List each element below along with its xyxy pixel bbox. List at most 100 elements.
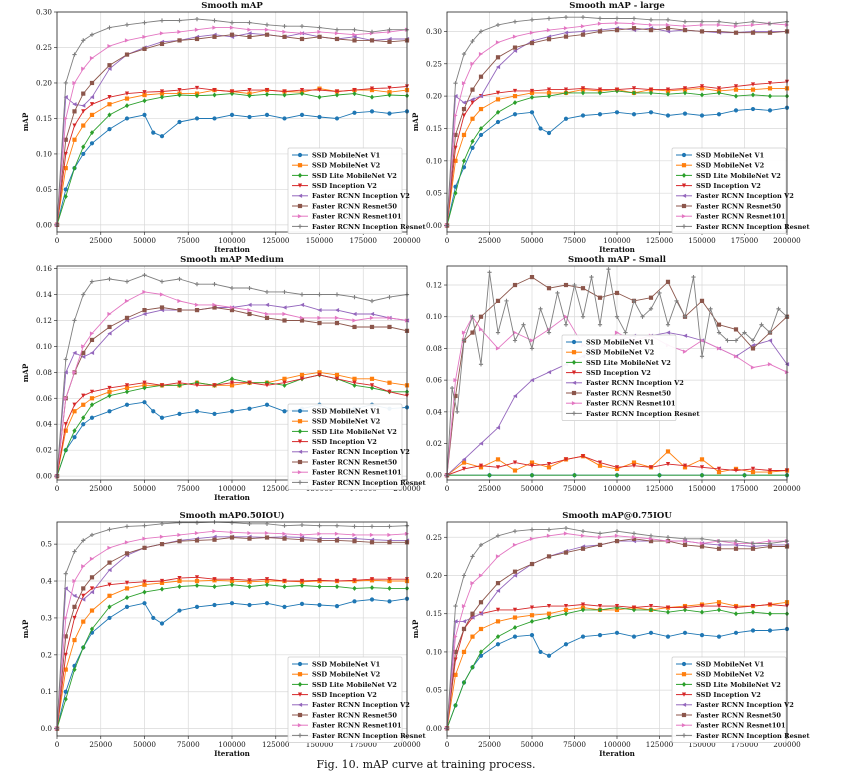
data-point <box>580 533 586 538</box>
y-tick-label: 0.04 <box>426 407 442 416</box>
data-point <box>124 604 130 609</box>
data-point <box>63 357 68 362</box>
legend-marker <box>681 152 687 158</box>
data-point <box>478 362 484 367</box>
data-point <box>750 466 756 472</box>
data-point <box>63 667 68 672</box>
data-point <box>733 468 739 473</box>
data-point <box>282 318 287 323</box>
x-tick-label: 50000 <box>133 740 156 749</box>
y-tick-label: 0.2 <box>41 650 52 659</box>
data-point <box>124 595 130 601</box>
data-point <box>733 630 739 635</box>
data-point <box>529 472 535 478</box>
legend-label: SSD MobileNet V1 <box>586 338 654 346</box>
data-point <box>529 88 535 94</box>
data-point <box>665 26 671 31</box>
data-point <box>512 88 518 94</box>
data-point <box>461 51 467 57</box>
data-point <box>461 330 467 335</box>
legend-label: SSD Lite MobileNet V2 <box>586 359 671 367</box>
x-tick-label: 150000 <box>688 484 716 493</box>
data-point <box>352 539 357 544</box>
data-point <box>733 84 739 89</box>
data-point <box>495 90 501 95</box>
data-point <box>212 602 217 608</box>
data-point <box>470 581 475 586</box>
data-point <box>580 15 586 20</box>
x-tick-label: 75000 <box>177 740 200 749</box>
data-point <box>563 322 569 327</box>
x-axis-label: Iteration <box>214 749 251 758</box>
data-point <box>81 564 86 569</box>
data-point <box>648 603 654 609</box>
legend-marker <box>297 723 303 728</box>
legend-label: Faster RCNN Inception V2 <box>312 192 410 200</box>
chart-title: Smooth mAP <box>201 1 263 11</box>
data-point <box>334 538 340 543</box>
data-point <box>352 87 357 93</box>
data-point <box>81 644 86 650</box>
data-point <box>352 578 357 583</box>
data-point <box>750 106 756 112</box>
data-point <box>194 16 200 22</box>
data-point <box>387 524 392 529</box>
data-point <box>682 90 688 96</box>
data-point <box>369 324 375 330</box>
data-point <box>229 89 235 94</box>
data-point <box>767 544 773 549</box>
data-point <box>72 350 77 355</box>
data-point <box>682 349 688 354</box>
data-point <box>461 573 467 578</box>
data-point <box>63 571 68 576</box>
data-point <box>597 463 603 468</box>
data-point <box>716 86 722 91</box>
data-point <box>194 27 200 32</box>
data-point <box>142 400 147 405</box>
data-point <box>580 607 586 613</box>
data-point <box>733 21 739 26</box>
legend-marker <box>681 172 687 178</box>
data-point <box>750 609 756 615</box>
data-point <box>563 34 569 39</box>
data-point <box>264 582 270 588</box>
legend-label: Faster RCNN Inception Resnet <box>586 410 701 418</box>
data-point <box>665 322 671 327</box>
data-point <box>750 30 756 35</box>
data-point <box>352 318 357 323</box>
data-point <box>282 92 287 98</box>
data-point <box>299 601 305 607</box>
data-point <box>529 110 535 115</box>
data-point <box>699 92 705 98</box>
data-point <box>299 315 305 320</box>
data-point <box>750 19 756 24</box>
data-point <box>194 582 200 588</box>
legend-label: Faster RCNN Inception Resnet <box>312 479 427 487</box>
x-tick-label: 25000 <box>478 740 501 749</box>
data-point <box>282 376 287 381</box>
x-tick-label: 175000 <box>731 740 759 749</box>
data-point <box>247 87 252 93</box>
data-point <box>63 689 68 694</box>
data-point <box>124 298 130 304</box>
data-point <box>665 113 671 118</box>
legend: SSD MobileNet V1 SSD MobileNet V2 SSD Lite… <box>287 147 427 234</box>
data-point <box>142 311 147 317</box>
chart-panel-2: 0 25000 50000 75000 100000 125000 150000 175000… <box>411 1 811 254</box>
legend-label: Faster RCNN Resnet101 <box>586 400 676 408</box>
data-point <box>546 603 552 609</box>
data-point <box>63 187 68 192</box>
data-point <box>614 110 620 115</box>
data-point <box>124 96 130 101</box>
data-point <box>107 126 112 132</box>
data-point <box>81 38 86 43</box>
data-point <box>453 702 458 708</box>
data-point <box>750 92 756 98</box>
data-point <box>512 112 518 117</box>
data-point <box>334 292 340 297</box>
data-point <box>699 465 705 470</box>
data-point <box>299 537 305 542</box>
data-point <box>229 380 235 385</box>
data-point <box>631 605 637 610</box>
legend-marker <box>297 712 303 718</box>
